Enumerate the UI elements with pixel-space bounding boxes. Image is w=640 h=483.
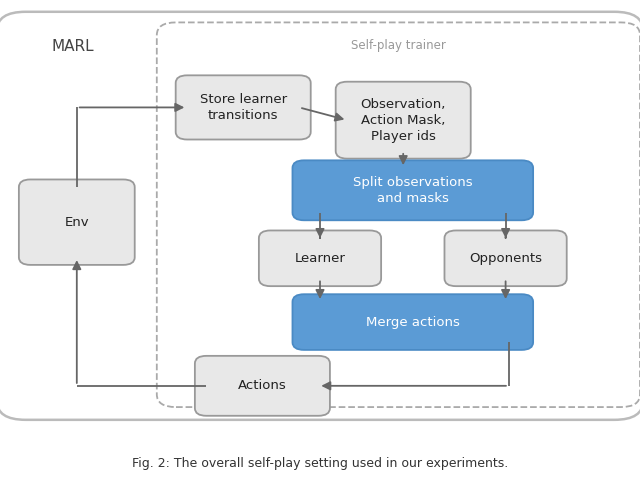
FancyBboxPatch shape xyxy=(335,82,471,158)
FancyBboxPatch shape xyxy=(292,294,533,350)
Text: Self-play trainer: Self-play trainer xyxy=(351,40,446,53)
Text: Split observations
and masks: Split observations and masks xyxy=(353,176,472,205)
Text: Learner: Learner xyxy=(294,252,346,265)
Text: Env: Env xyxy=(65,216,89,228)
FancyBboxPatch shape xyxy=(175,75,311,140)
FancyBboxPatch shape xyxy=(19,180,135,265)
Text: Merge actions: Merge actions xyxy=(366,315,460,328)
Text: MARL: MARL xyxy=(51,40,94,55)
FancyBboxPatch shape xyxy=(0,12,640,420)
Text: Opponents: Opponents xyxy=(469,252,542,265)
Text: Actions: Actions xyxy=(238,379,287,392)
FancyBboxPatch shape xyxy=(195,356,330,416)
Text: Observation,
Action Mask,
Player ids: Observation, Action Mask, Player ids xyxy=(360,98,446,142)
Text: Store learner
transitions: Store learner transitions xyxy=(200,93,287,122)
FancyBboxPatch shape xyxy=(445,230,567,286)
Text: Fig. 2: The overall self-play setting used in our experiments.: Fig. 2: The overall self-play setting us… xyxy=(132,457,508,470)
FancyBboxPatch shape xyxy=(259,230,381,286)
FancyBboxPatch shape xyxy=(292,160,533,220)
